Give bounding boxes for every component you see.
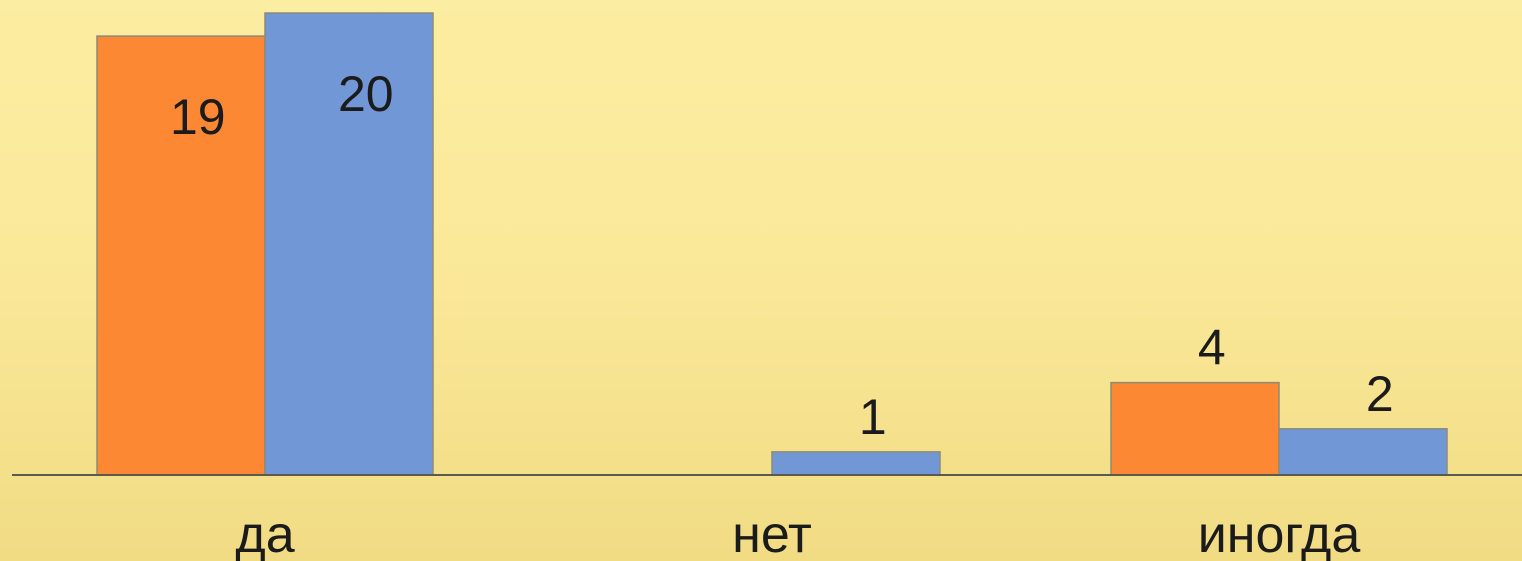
data-labels-layer: 19 20 1 4 2: [170, 66, 1394, 445]
category-label-1: да: [235, 506, 294, 561]
data-label-нет-series-2: 1: [859, 389, 887, 445]
bars-layer: [96, 12, 1448, 476]
bar-иногда-series-2: [1278, 428, 1448, 476]
bar-да-series-1: [96, 35, 266, 476]
category-label-2: нет: [732, 506, 812, 561]
category-label-3: иногда: [1198, 506, 1361, 561]
data-label-да-series-2: 20: [338, 66, 394, 122]
bar-нет-series-2: [771, 451, 941, 476]
bar-да-series-2: [264, 12, 434, 476]
data-label-да-series-1: 19: [170, 89, 226, 145]
data-label-иногда-series-2: 2: [1366, 366, 1394, 422]
category-labels-layer: да нет иногда: [235, 506, 1360, 561]
bar-иногда-series-1: [1110, 381, 1280, 476]
data-label-иногда-series-1: 4: [1198, 320, 1226, 376]
